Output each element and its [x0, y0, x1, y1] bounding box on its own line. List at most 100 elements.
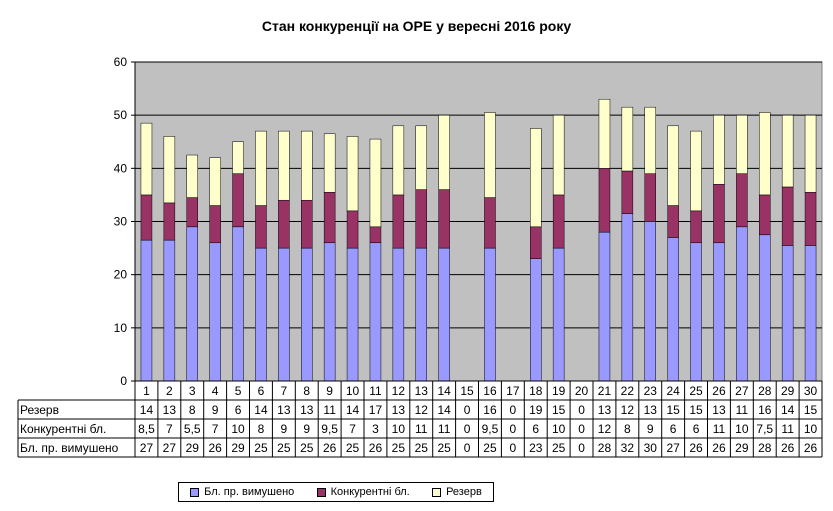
data-label: 8: [189, 403, 196, 417]
bar-segment-forced: [186, 226, 198, 382]
data-label: 14: [781, 403, 795, 417]
data-label: 5,5: [184, 422, 201, 436]
bar-segment-competitive: [736, 173, 748, 228]
data-label: 26: [323, 441, 337, 455]
data-label: 12: [621, 403, 635, 417]
data-label: 8: [258, 422, 265, 436]
bar-segment-reserve: [690, 130, 702, 212]
bar-segment-forced: [552, 247, 565, 382]
data-label: 0: [464, 441, 471, 455]
bar-segment-competitive: [392, 194, 405, 249]
bar-segment-forced: [759, 234, 771, 382]
bar-segment-forced: [667, 237, 679, 382]
data-label: 25: [392, 441, 406, 455]
data-label: 0: [464, 403, 471, 417]
data-label: 25: [277, 441, 291, 455]
data-label: 9,5: [321, 422, 338, 436]
bar-segment-forced: [644, 221, 656, 382]
data-label: 16: [483, 403, 497, 417]
category-label: 3: [189, 384, 196, 398]
bar-segment-competitive: [781, 186, 794, 246]
data-label: 30: [644, 441, 658, 455]
bar-segment-competitive: [713, 184, 725, 244]
data-label: 7: [349, 422, 356, 436]
category-label: 4: [212, 384, 219, 398]
legend-item-competitive: Конкурентні бл.: [316, 486, 410, 498]
data-label: 19: [529, 403, 543, 417]
data-label: 13: [277, 403, 291, 417]
data-label: 0: [510, 403, 517, 417]
data-label: 26: [804, 441, 818, 455]
data-label: 0: [578, 422, 585, 436]
bar-segment-competitive: [759, 194, 771, 236]
data-label: 27: [163, 441, 177, 455]
data-label: 27: [666, 441, 680, 455]
bar-segment-reserve: [392, 125, 405, 196]
bar-segment-forced: [598, 231, 611, 382]
bar-segment-competitive: [438, 189, 450, 249]
category-label: 23: [644, 384, 658, 398]
data-label: 12: [598, 422, 612, 436]
bar-segment-reserve: [713, 114, 725, 185]
bar-segment-competitive: [255, 205, 267, 249]
category-label: 11: [369, 384, 382, 398]
data-label: 27: [140, 441, 154, 455]
data-label: 13: [392, 403, 406, 417]
legend-swatch-forced: [190, 487, 200, 497]
bar-segment-forced: [690, 242, 702, 382]
data-label: 6: [670, 422, 677, 436]
bar-segment-reserve: [323, 133, 336, 193]
bar-segment-forced: [163, 239, 176, 382]
bar-segment-competitive: [186, 197, 198, 228]
y-tick-label: 50: [114, 108, 128, 122]
bar-segment-forced: [804, 245, 817, 382]
data-label: 29: [231, 441, 245, 455]
data-label: 25: [346, 441, 360, 455]
bar-segment-competitive: [163, 202, 176, 241]
bar-segment-reserve: [598, 98, 611, 169]
data-label: 0: [578, 403, 585, 417]
category-label: 28: [758, 384, 772, 398]
bar-segment-competitive: [621, 170, 634, 214]
data-label: 10: [392, 422, 406, 436]
bar-segment-competitive: [140, 194, 153, 241]
data-label: 0: [464, 422, 471, 436]
data-label: 11: [438, 422, 451, 436]
bar-segment-reserve: [346, 136, 359, 212]
data-label: 25: [254, 441, 268, 455]
bar-segment-reserve: [438, 114, 450, 190]
legend-label-reserve: Резерв: [446, 486, 482, 498]
data-label: 9: [647, 422, 654, 436]
bar-segment-forced: [301, 247, 313, 382]
category-label: 6: [258, 384, 265, 398]
data-label: 11: [781, 422, 794, 436]
data-label: 14: [254, 403, 268, 417]
data-label: 10: [735, 422, 749, 436]
bar-segment-forced: [484, 247, 496, 382]
y-tick-label: 30: [114, 215, 128, 229]
legend: Бл. пр. вимушено Конкурентні бл. Резерв: [178, 482, 494, 502]
data-label: 8,5: [138, 422, 155, 436]
bar-segment-competitive: [598, 168, 611, 233]
data-label: 9,5: [482, 422, 499, 436]
data-label: 32: [621, 441, 635, 455]
data-label: 9: [281, 422, 288, 436]
legend-swatch-reserve: [432, 487, 442, 497]
category-label: 2: [166, 384, 173, 398]
category-label: 16: [483, 384, 497, 398]
chart-title: Стан конкуренції на ОРЕ у вересні 2016 р…: [261, 18, 572, 34]
y-tick-label: 40: [114, 161, 128, 175]
bar-segment-reserve: [552, 114, 565, 196]
category-label: 18: [529, 384, 543, 398]
data-label: 8: [624, 422, 631, 436]
data-label: 26: [208, 441, 222, 455]
data-label: 29: [735, 441, 749, 455]
data-label: 6: [532, 422, 539, 436]
bar-segment-forced: [323, 242, 336, 382]
bar-segment-competitive: [369, 226, 382, 244]
y-tick-label: 20: [114, 268, 128, 282]
bar-segment-reserve: [186, 154, 198, 198]
category-label: 24: [666, 384, 680, 398]
data-label: 15: [666, 403, 680, 417]
bar-segment-reserve: [163, 136, 176, 204]
